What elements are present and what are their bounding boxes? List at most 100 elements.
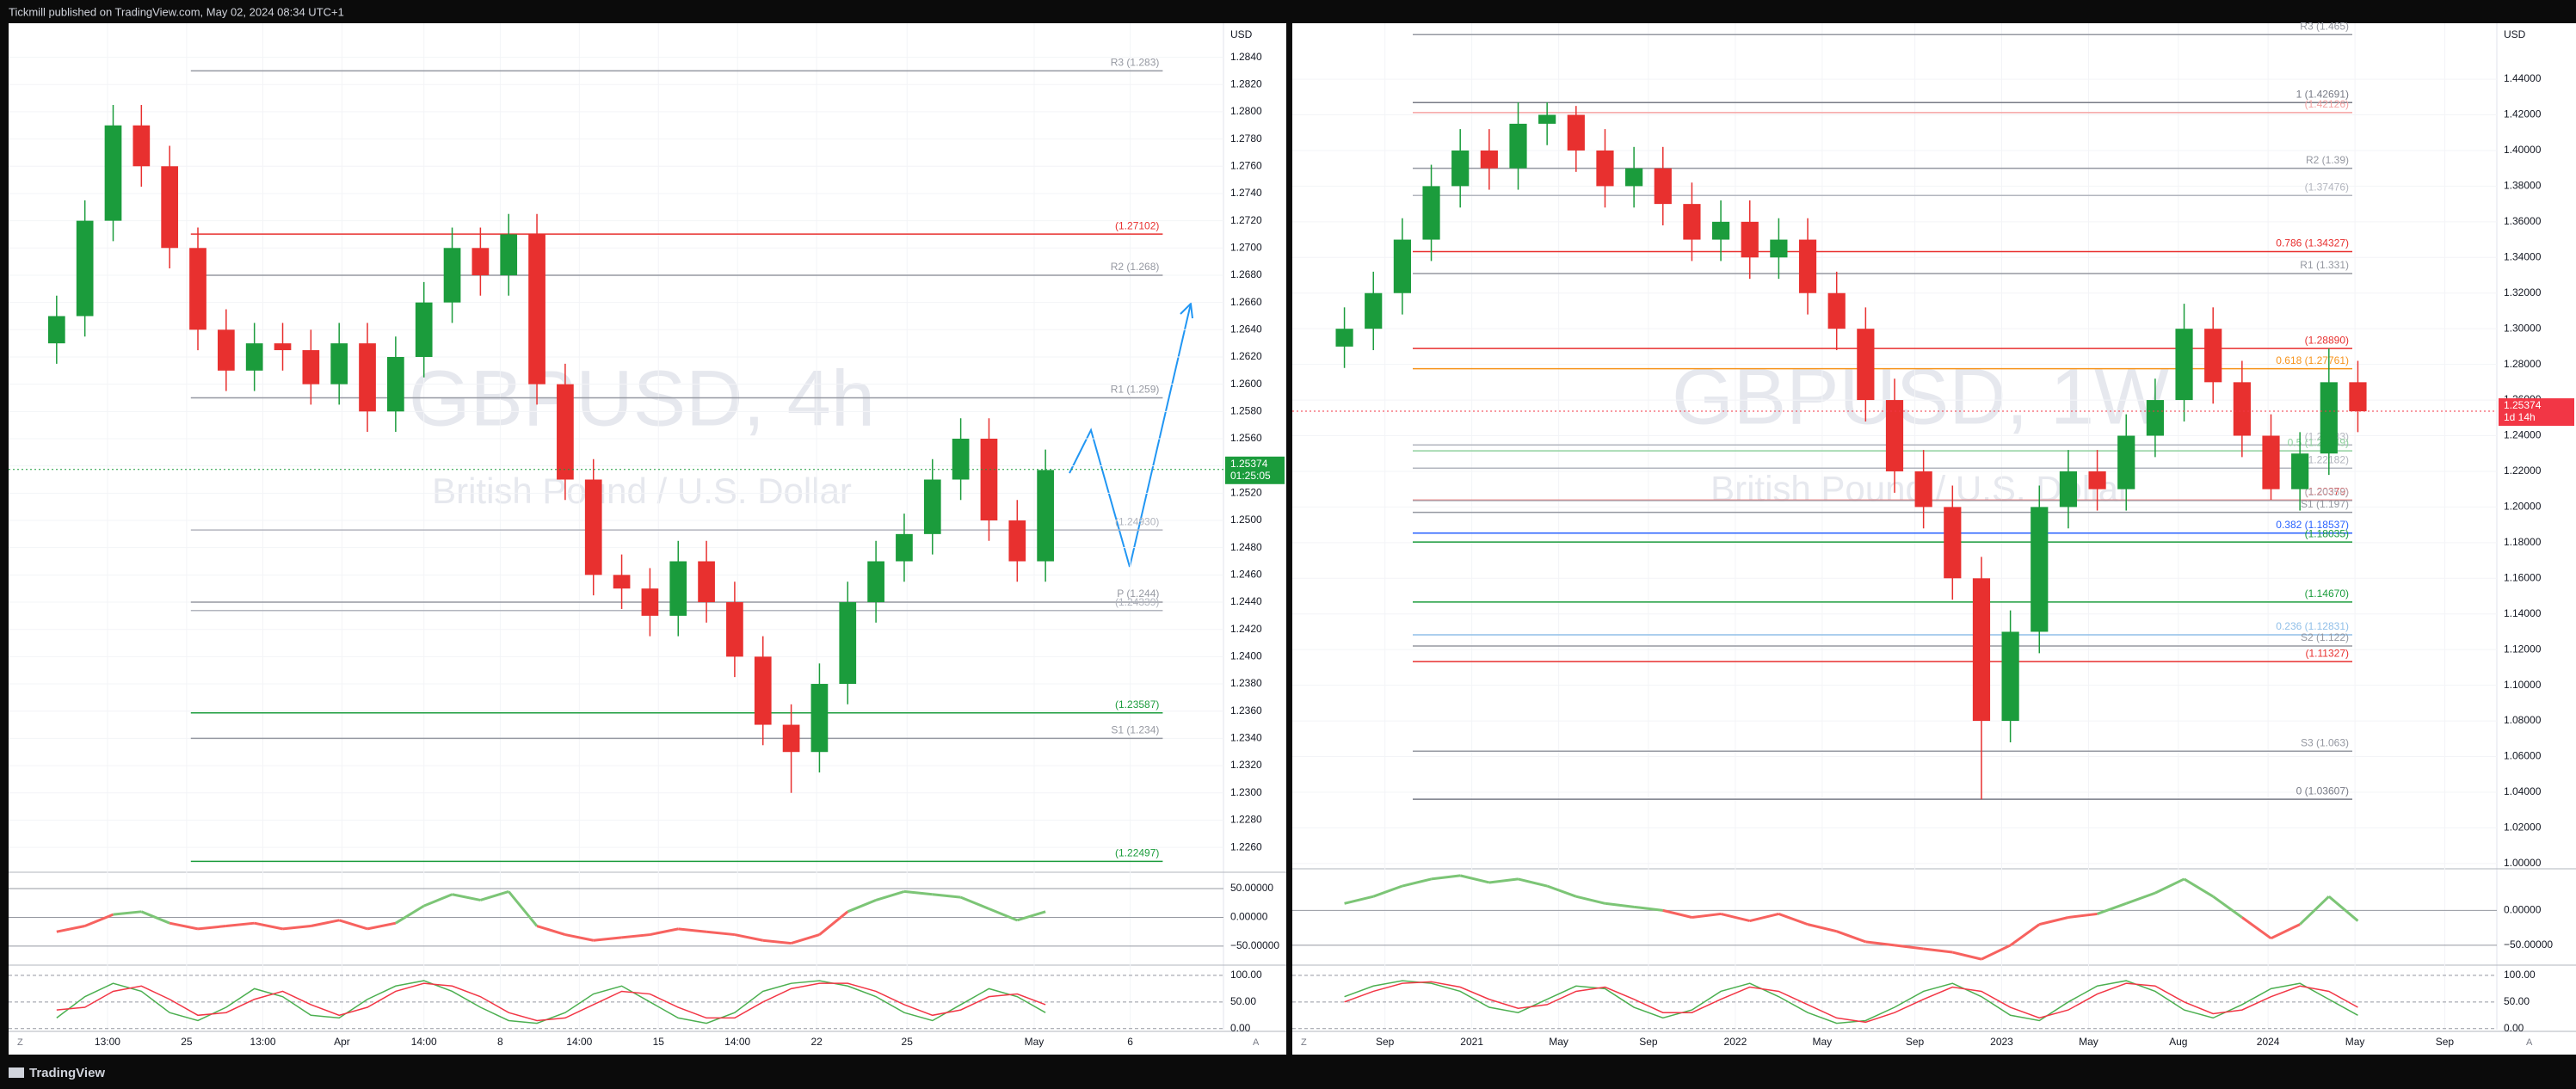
oscillator-segment [1865,940,1895,947]
y-tick-label: 1.2400 [1230,650,1262,662]
x-tick-label: 2023 [1990,1036,2013,1048]
last-price-label: 1.25374 [2504,399,2542,411]
oscillator-segment [1894,944,1924,951]
x-tick-label: Aug [2169,1036,2187,1048]
x-tick-label: May [2079,1036,2098,1048]
oscillator-segment [56,925,85,933]
indicator-tick-label: 0.00 [1230,1022,1251,1034]
oscillator-segment [254,921,283,931]
candle-body [359,343,376,412]
indicator-tick-label: 0.00000 [2504,904,2542,916]
indicator-tick-label: 100.00 [1230,969,1262,981]
level-label: 0.786 (1.34327) [2276,237,2349,249]
oscillator-segment [1488,877,1519,884]
candle-body [47,316,65,344]
oscillator-segment [452,893,481,901]
y-tick-label: 1.16000 [2504,571,2542,583]
oscillator-segment [2299,895,2330,926]
oscillator-segment [1692,912,1722,919]
y-tick-label: 1.2500 [1230,514,1262,526]
x-tick-label: May [1549,1036,1568,1048]
oscillator-segment [479,889,509,901]
y-tick-label: 1.2620 [1230,350,1262,362]
x-tick-label: 2024 [2257,1036,2280,1048]
y-tick-label: 1.2320 [1230,759,1262,771]
candle-body [1711,221,1730,240]
panel-right [1292,23,2576,1055]
oscillator-segment [1662,908,1692,919]
y-tick-label: 1.2420 [1230,623,1262,635]
oscillator-segment [875,889,905,901]
candle-body [1451,150,1470,187]
candle-body [2204,329,2222,383]
oscillator-segment [508,890,539,927]
oscillator-segment [903,889,933,896]
candle-body [782,724,800,753]
y-tick-label: 1.06000 [2504,750,2542,762]
x-tick-label: May [1025,1036,1045,1048]
countdown: 1d 14h [2504,411,2536,423]
y-tick-label: 1.2840 [1230,51,1262,63]
candle-body [274,343,292,351]
oscillator-segment [1749,912,1779,923]
candle-body [2117,435,2135,489]
y-tick-label: 1.2380 [1230,677,1262,689]
candle-body [1422,186,1440,240]
y-tick-label: 1.2580 [1230,404,1262,416]
candle-body [2349,382,2367,412]
candle-body [1857,329,1875,401]
level-label: R1 (1.259) [1111,384,1160,396]
oscillator-segment [1836,930,1866,944]
x-tick-label: Sep [1639,1036,1658,1048]
scale-button[interactable]: A [2526,1037,2533,1048]
candle-body [471,248,490,275]
candle-body [2146,400,2164,436]
candle-body [443,248,461,303]
oscillator-segment [791,933,820,945]
x-tick-label: 13:00 [95,1036,120,1048]
level-label: (1.42126) [2305,98,2349,110]
candle-body [1654,168,1672,205]
candle-body [1365,292,1383,329]
level-label: (1.22182) [2305,453,2349,465]
indicator-tick-label: 0.00 [2504,1022,2524,1034]
scale-button[interactable]: Z [17,1037,23,1048]
y-tick-label: 1.14000 [2504,607,2542,619]
indicator-tick-label: −50.00000 [2504,938,2553,951]
y-tick-label: 1.10000 [2504,679,2542,691]
y-tick-label: 1.28000 [2504,358,2542,370]
y-tick-label: 1.38000 [2504,180,2542,192]
y-tick-label: 1.34000 [2504,250,2542,262]
candle-body [2175,329,2193,401]
y-tick-label: 1.44000 [2504,72,2542,84]
candle-body [923,479,941,534]
scale-button[interactable]: Z [1301,1037,1307,1048]
x-tick-label: 2022 [1724,1036,1747,1048]
y-tick-label: 1.2760 [1230,159,1262,171]
candle-body [1625,168,1643,187]
oscillator-segment [2009,923,2041,947]
candle-body [245,343,263,371]
oscillator-segment [282,925,311,931]
oscillator-segment [1459,874,1490,884]
candle-body [669,561,687,616]
oscillator-segment [2212,895,2243,919]
candle-body [1008,520,1026,562]
y-tick-label: 1.2780 [1230,132,1262,145]
candle-body [217,329,235,371]
oscillator-segment [1402,877,1432,888]
scale-button[interactable]: A [1253,1037,1260,1048]
y-tick-label: 1.2340 [1230,732,1262,744]
candle-body [867,561,884,603]
oscillator-segment [395,904,425,925]
candle-body [613,575,631,589]
x-tick-label: Apr [334,1036,350,1048]
candle-body [1335,329,1353,347]
x-tick-label: 13:00 [250,1036,276,1048]
y-tick-label: 1.04000 [2504,785,2542,797]
candle-body [387,356,404,412]
x-tick-label: 2021 [1460,1036,1483,1048]
indicator-tick-label: 100.00 [2504,969,2536,981]
candle-body [104,125,122,221]
level-label: R1 (1.331) [2300,259,2349,271]
